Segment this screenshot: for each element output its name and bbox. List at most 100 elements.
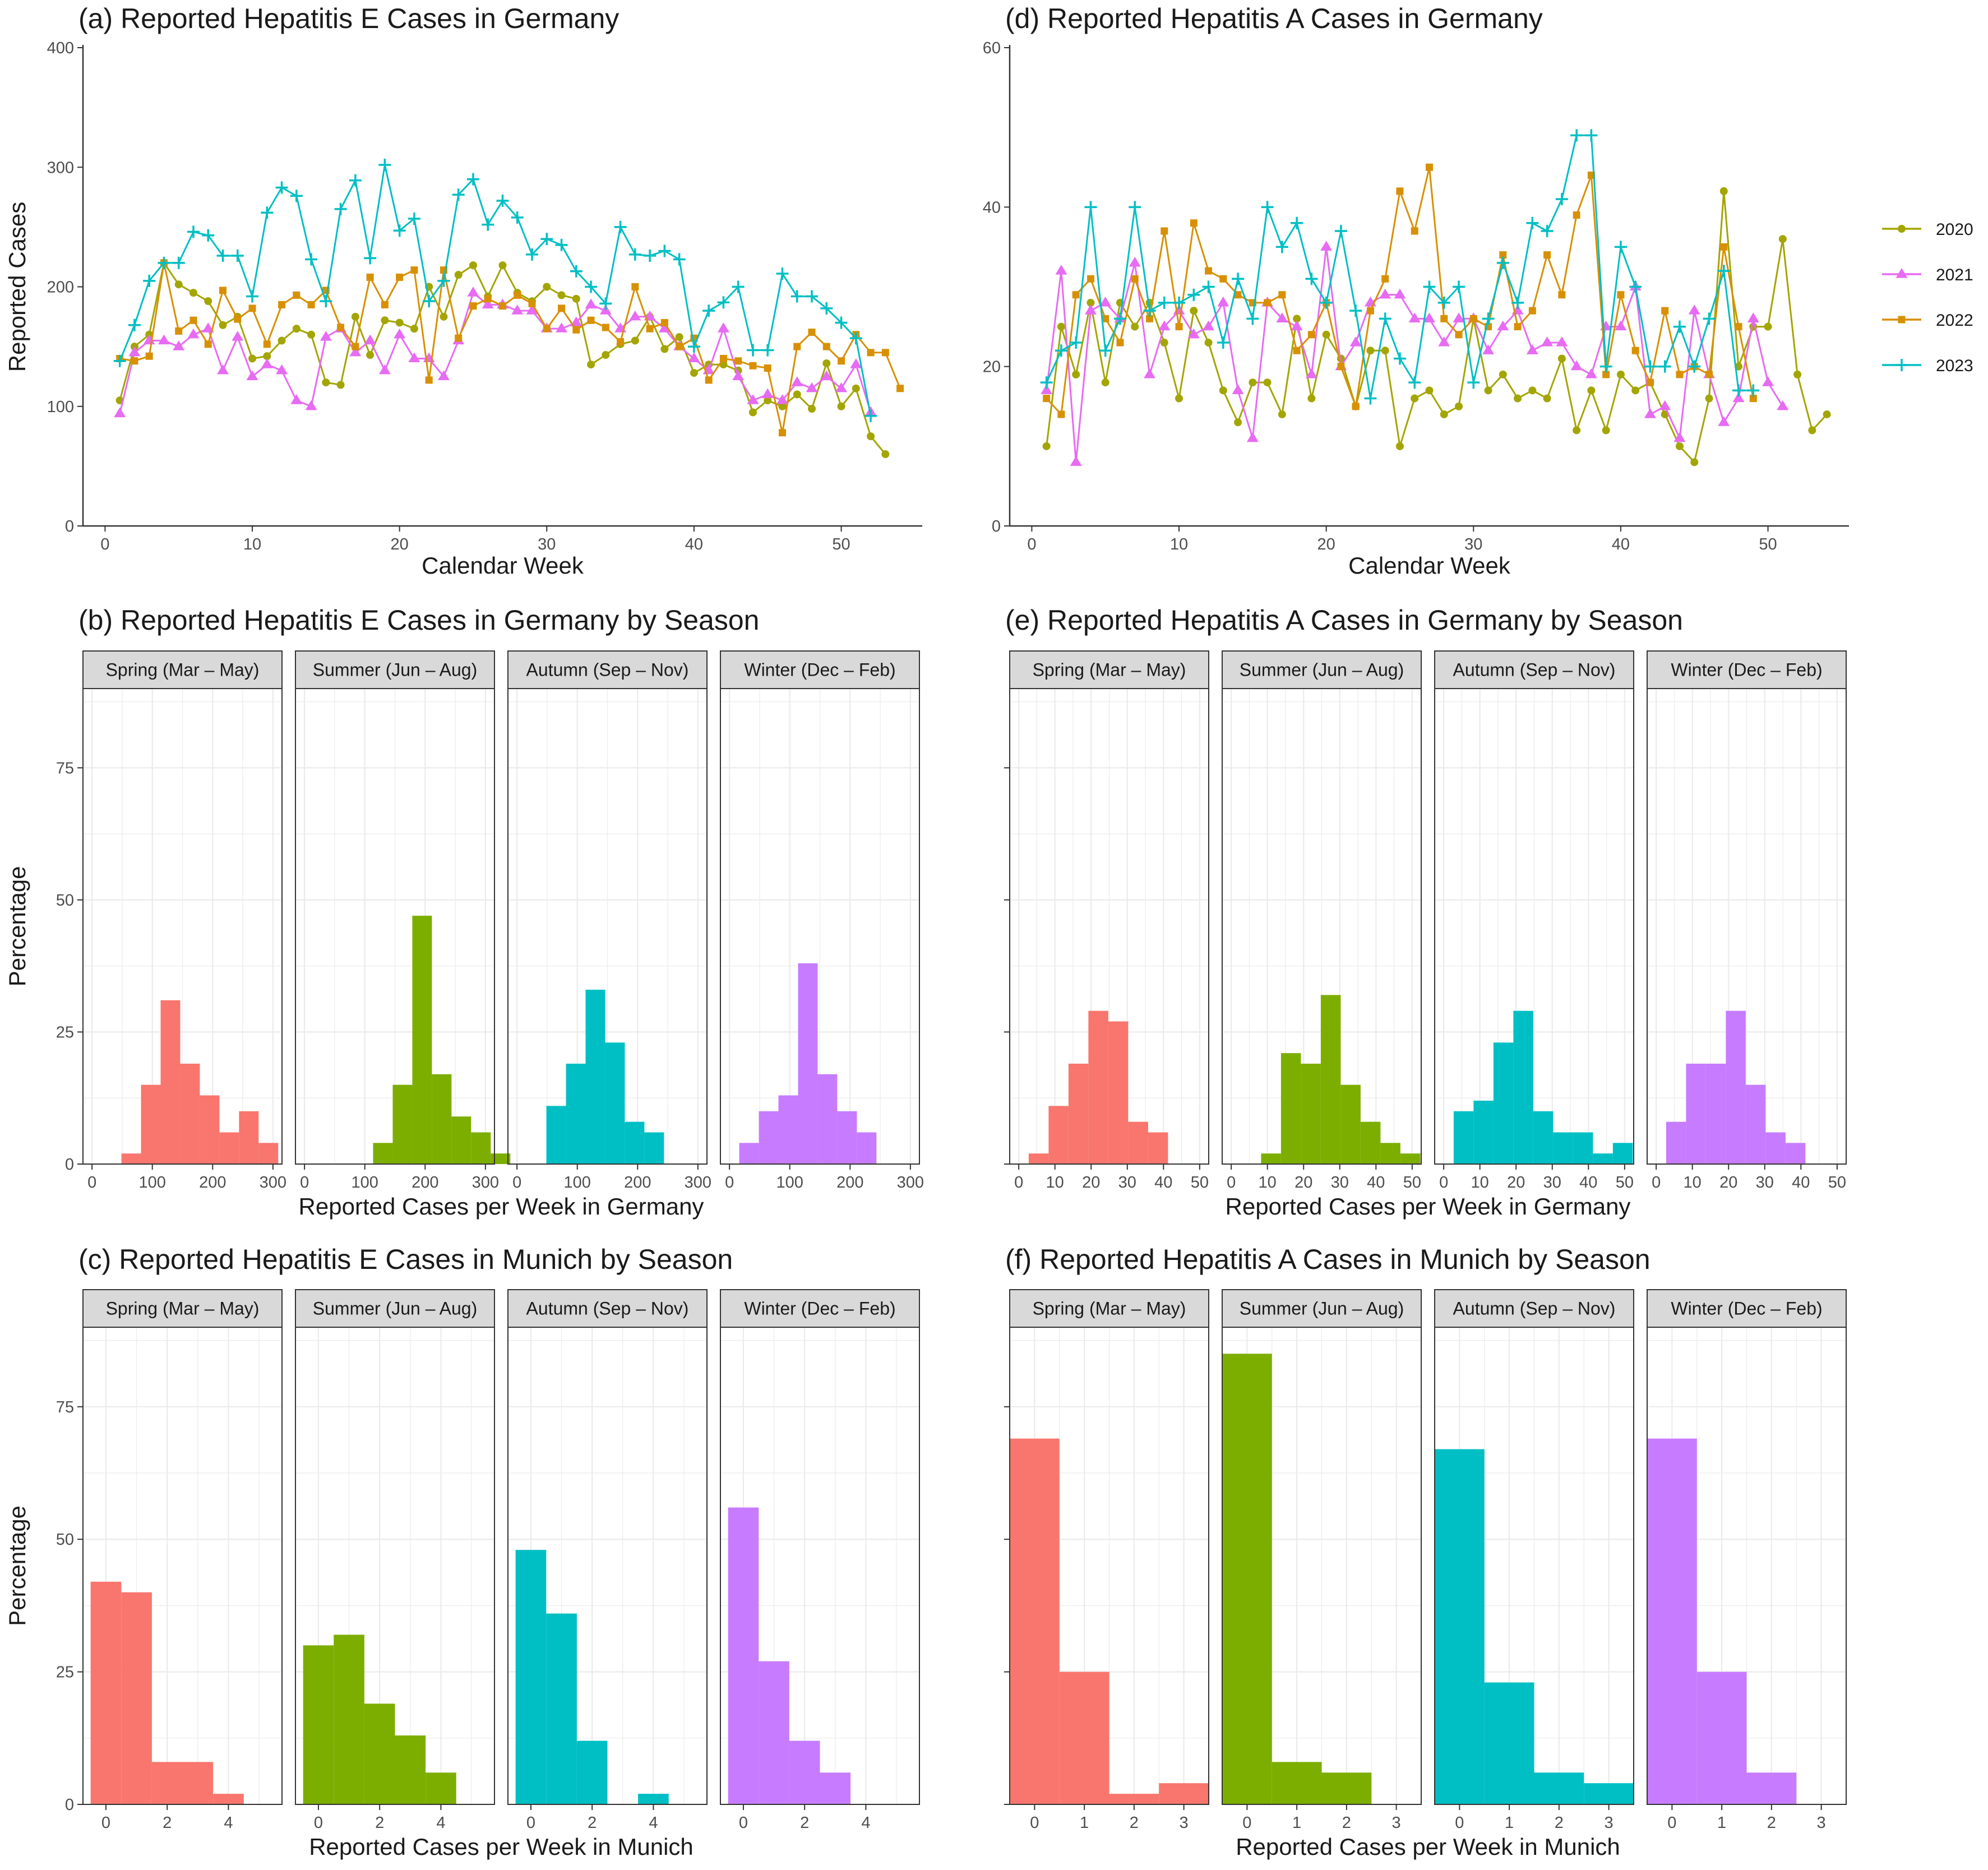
x-tick-label: 0 (101, 1814, 110, 1832)
point-2023 (1644, 360, 1657, 373)
point-2021 (1570, 360, 1583, 371)
point-2020 (867, 432, 875, 441)
point-2020 (366, 351, 375, 359)
point-2021 (747, 394, 759, 404)
point-2021 (158, 334, 170, 345)
point-2023 (1408, 376, 1421, 389)
histogram-bar (1612, 1143, 1633, 1164)
facet-strip-label: Winter (Dec – Feb) (744, 1299, 895, 1319)
point-2021 (1187, 328, 1200, 339)
point-2020 (219, 321, 227, 329)
point-2020 (1278, 410, 1286, 418)
point-2020 (837, 402, 845, 410)
point-2020 (1631, 386, 1640, 395)
x-tick-label: 1 (1505, 1814, 1514, 1832)
point-2020 (778, 402, 787, 410)
histogram-bar (837, 1111, 857, 1164)
histogram-bar (471, 1132, 491, 1164)
point-2023 (1555, 193, 1568, 206)
histogram-bar (1028, 1153, 1049, 1164)
facet-panel-border (1222, 1327, 1422, 1805)
point-2021 (717, 322, 729, 333)
histogram-bar (1765, 1132, 1786, 1164)
point-2022 (572, 326, 580, 334)
histogram-bar (491, 1153, 511, 1164)
point-2023 (1291, 216, 1303, 229)
point-2022 (1455, 331, 1463, 339)
histogram-bar (160, 1000, 181, 1164)
x-tick-label: 300 (472, 1174, 499, 1192)
point-2022 (896, 385, 904, 393)
point-2021 (1246, 432, 1259, 442)
point-2021 (850, 358, 862, 368)
facet-strip-label: Winter (Dec – Feb) (1671, 1299, 1822, 1319)
point-2020 (881, 450, 890, 459)
point-2020 (1293, 315, 1301, 323)
point-2022 (1381, 275, 1389, 283)
point-2020 (469, 261, 477, 270)
x-tick-label: 10 (1259, 1174, 1277, 1192)
histogram-bar (303, 1645, 334, 1804)
histogram-bar (644, 1132, 664, 1164)
histogram-bar (789, 1740, 820, 1804)
point-2021 (526, 304, 538, 315)
x-tick-label: 3 (1817, 1814, 1826, 1832)
point-2022 (1116, 339, 1124, 347)
point-2020 (690, 369, 698, 377)
point-2020 (1455, 402, 1463, 410)
point-2023 (555, 238, 568, 251)
x-tick-label: 300 (260, 1174, 286, 1192)
histogram-bar (1321, 1772, 1372, 1804)
point-2023 (290, 190, 303, 202)
point-2020 (174, 280, 183, 289)
point-2021 (1320, 241, 1333, 251)
legend-label-2023: 2023 (1936, 357, 1973, 375)
point-2023 (275, 181, 288, 194)
point-2021 (1482, 344, 1495, 354)
point-2020 (543, 283, 551, 291)
point-2021 (202, 322, 214, 333)
x-tick-label: 300 (685, 1174, 711, 1192)
point-2020 (204, 297, 212, 306)
point-2021 (732, 370, 745, 381)
histogram-bar (1320, 995, 1341, 1164)
point-2020 (1514, 394, 1522, 403)
point-2020 (1425, 386, 1434, 395)
point-2021 (364, 334, 376, 345)
facet-strip-label: Summer (Jun – Aug) (1240, 660, 1404, 680)
point-2023 (1541, 224, 1554, 237)
point-2022 (307, 301, 315, 308)
point-2020 (1234, 418, 1242, 427)
histogram-bar (1484, 1682, 1534, 1804)
series-line-2023 (119, 164, 872, 417)
x-tick-label: 20 (1082, 1174, 1100, 1192)
point-2022 (1175, 323, 1183, 331)
facet-strip (1009, 650, 1209, 689)
histogram-bar (258, 1143, 279, 1164)
point-2020 (1557, 354, 1566, 363)
point-2022 (219, 287, 226, 294)
point-2023 (1599, 360, 1612, 373)
point-2022 (410, 266, 418, 274)
histogram-bar (1493, 1042, 1514, 1164)
point-2020 (748, 408, 757, 417)
histogram-bar (739, 1143, 759, 1164)
point-2022 (1161, 227, 1168, 235)
point-2020 (764, 396, 772, 405)
point-2022 (1057, 410, 1065, 418)
point-2023 (113, 354, 126, 367)
y-axis-title: Percentage (4, 1506, 30, 1626)
point-2023 (1629, 280, 1642, 293)
histogram-bar (1400, 1153, 1421, 1164)
x-tick-label: 50 (1616, 1174, 1634, 1192)
point-2020 (1366, 347, 1375, 355)
x-tick-label: 100 (776, 1174, 803, 1192)
facet-panel-border (1222, 688, 1422, 1165)
histogram-bar (1553, 1132, 1573, 1164)
point-2022 (1264, 299, 1272, 307)
x-tick-label: 2 (375, 1814, 384, 1832)
point-2021 (1659, 400, 1671, 410)
histogram-bar (1010, 1438, 1060, 1804)
x-axis-title: Reported Cases per Week in Germany (1226, 1193, 1631, 1220)
point-2023 (673, 253, 686, 266)
